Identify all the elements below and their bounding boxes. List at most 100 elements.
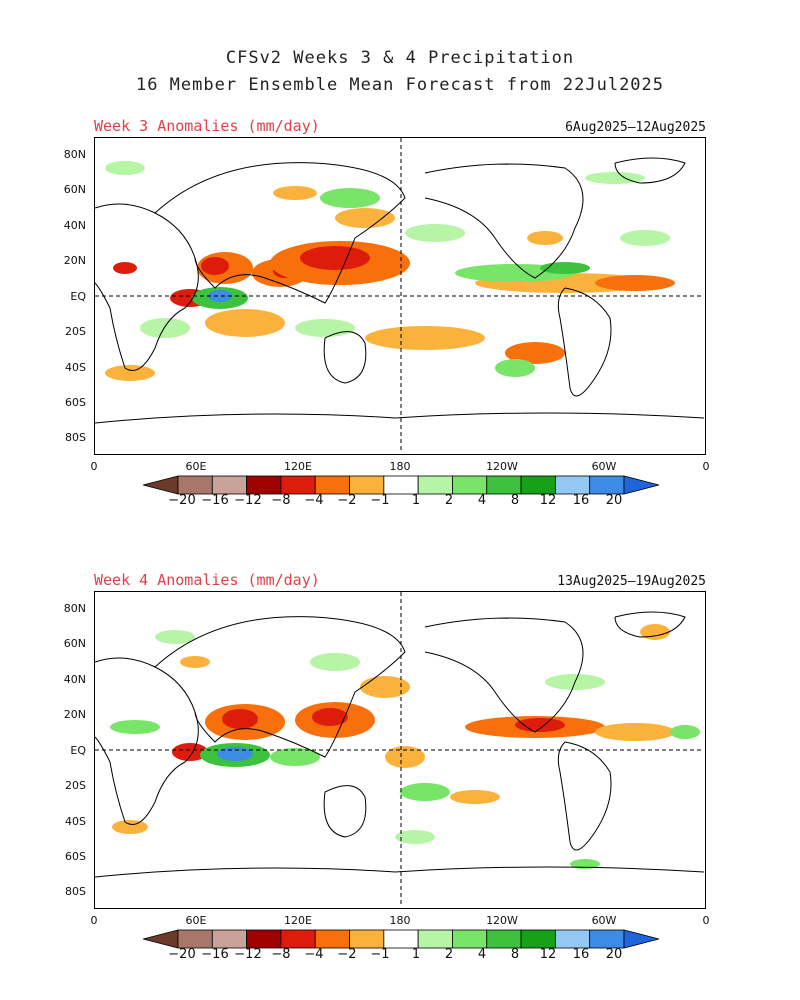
week3-lat-20n: 20N <box>63 254 86 267</box>
week4-cbar-label: −20 <box>168 947 196 962</box>
week4-cbar-label: −12 <box>234 947 262 962</box>
colorbar-box <box>554 929 591 949</box>
week3-cbar-label: 12 <box>539 493 557 508</box>
week3-colorbar-labels: −20 −16 −12 −8 −4 −2 −1 1 2 4 8 12 16 20 <box>0 493 800 511</box>
week4-dry-anomalies <box>112 624 675 834</box>
week4-panel-label: Week 4 Anomalies (mm/day) <box>94 571 320 589</box>
week4-colorbar-svg <box>143 929 659 949</box>
week4-lon-120e: 120E <box>284 914 312 927</box>
week4-lat-20n: 20N <box>63 708 86 721</box>
week3-lon-60w: 60W <box>591 460 617 473</box>
week3-map <box>94 137 706 455</box>
colorbar-box <box>177 929 213 949</box>
week4-cbar-label: −2 <box>337 947 357 962</box>
week4-map <box>94 591 706 909</box>
week4-lat-40n: 40N <box>63 673 86 686</box>
week3-lon-120w: 120W <box>486 460 518 473</box>
week4-cbar-label: −16 <box>201 947 229 962</box>
week4-lon-180: 180 <box>389 914 411 927</box>
week3-lat-60n: 60N <box>63 183 86 196</box>
title-line-2: 16 Member Ensemble Mean Forecast from 22… <box>135 75 665 95</box>
colorbar-box <box>349 475 385 495</box>
colorbar-box <box>314 929 350 949</box>
week3-date-range: 6Aug2025—12Aug2025 <box>565 120 706 135</box>
colorbar-box <box>417 929 453 949</box>
week3-cbar-label: 4 <box>477 493 487 508</box>
week3-lon-180: 180 <box>389 460 411 473</box>
week3-cbar-label: −20 <box>168 493 196 508</box>
title-line-1: CFSv2 Weeks 3 & 4 Precipitation <box>225 48 575 68</box>
week3-cbar-label: −8 <box>271 493 291 508</box>
week4-colorbar-labels: −20 −16 −12 −8 −4 −2 −1 1 2 4 8 12 16 20 <box>0 947 800 965</box>
week3-cbar-label: −4 <box>304 493 324 508</box>
week3-coastlines <box>95 157 704 424</box>
week4-lat-80s: 80S <box>65 885 86 898</box>
week3-lat-40s: 40S <box>65 361 86 374</box>
week4-cbar-label: −1 <box>370 947 390 962</box>
week3-cbar-label: 20 <box>605 493 623 508</box>
colorbar-box <box>314 475 350 495</box>
colorbar-box <box>452 929 488 949</box>
week3-lon-60e: 60E <box>185 460 207 473</box>
week4-lat-20s: 20S <box>65 779 86 792</box>
week4-lat-80n: 80N <box>63 602 86 615</box>
week4-lon-0-right: 0 <box>702 914 710 927</box>
colorbar-box <box>280 475 316 495</box>
week3-cbar-label: −2 <box>337 493 357 508</box>
colorbar-box <box>383 929 419 949</box>
colorbar-box <box>520 475 556 495</box>
week4-lat-60s: 60S <box>65 850 86 863</box>
colorbar-box <box>486 929 522 949</box>
colorbar-box <box>280 929 316 949</box>
week4-lon-60w: 60W <box>591 914 617 927</box>
week4-date-range: 13Aug2025—19Aug2025 <box>557 574 706 589</box>
week4-wet-anomalies <box>110 630 700 869</box>
week4-map-svg <box>95 592 704 907</box>
week4-cbar-label: 4 <box>477 947 487 962</box>
week3-lon-0-right: 0 <box>702 460 710 473</box>
week3-colorbar-svg <box>143 475 659 495</box>
week4-cbar-label: −8 <box>271 947 291 962</box>
colorbar-box <box>589 475 625 495</box>
colorbar-box <box>211 475 248 495</box>
week3-lat-eq: EQ <box>70 290 86 303</box>
colorbar-arrow-right <box>623 475 659 495</box>
week3-cbar-label: −1 <box>370 493 390 508</box>
week4-lon-0: 0 <box>90 914 98 927</box>
week3-cbar-label: 1 <box>411 493 421 508</box>
week3-cbar-label: −16 <box>201 493 229 508</box>
week4-coastlines <box>95 611 704 878</box>
week4-cbar-label: 8 <box>510 947 520 962</box>
week3-lat-20s: 20S <box>65 325 86 338</box>
week3-lon-120e: 120E <box>284 460 312 473</box>
colorbar-box <box>211 929 248 949</box>
colorbar-box <box>589 929 625 949</box>
colorbar-box <box>246 475 282 495</box>
week4-cbar-label: 2 <box>444 947 454 962</box>
week3-lon-0: 0 <box>90 460 98 473</box>
week4-lon-120w: 120W <box>486 914 518 927</box>
week4-cbar-label: 12 <box>539 947 557 962</box>
week3-lat-40n: 40N <box>63 219 86 232</box>
week3-colorbar <box>143 475 659 495</box>
colorbar-box <box>246 929 282 949</box>
week3-lat-80s: 80S <box>65 431 86 444</box>
week3-dry-anomalies <box>105 186 675 381</box>
colorbar-arrow-left <box>143 929 179 949</box>
week3-lat-60s: 60S <box>65 396 86 409</box>
week4-cbar-label: 1 <box>411 947 421 962</box>
week3-lat-80n: 80N <box>63 148 86 161</box>
colorbar-box <box>177 475 213 495</box>
colorbar-box <box>349 929 385 949</box>
colorbar-box <box>486 475 522 495</box>
week3-wet-anomalies <box>105 161 670 377</box>
week4-lat-60n: 60N <box>63 637 86 650</box>
colorbar-box <box>520 929 556 949</box>
week4-cbar-label: −4 <box>304 947 324 962</box>
week3-cbar-label: 16 <box>572 493 590 508</box>
week3-map-svg <box>95 138 704 453</box>
week3-cbar-label: 8 <box>510 493 520 508</box>
colorbar-box <box>417 475 453 495</box>
colorbar-box <box>452 475 488 495</box>
colorbar-box <box>383 475 419 495</box>
